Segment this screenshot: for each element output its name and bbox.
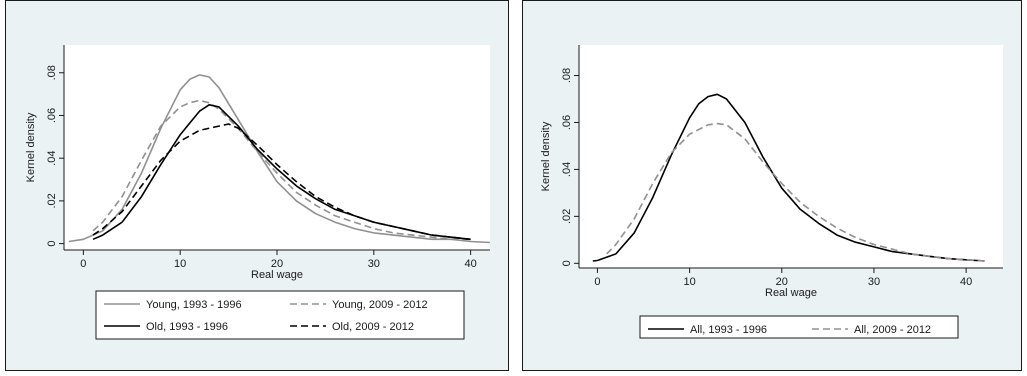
y-tick-label: 0 [561,260,573,266]
y-tick-label: .02 [561,209,573,224]
x-axis-title: Real wage [765,287,817,299]
x-tick-label: 0 [80,258,86,270]
series-line-young-1993-1996 [68,74,491,244]
y-tick-label: .04 [46,151,58,166]
y-axis-title: Kernel density [25,112,37,182]
x-tick-label: 20 [776,276,788,288]
x-tick-label: 20 [271,258,283,270]
x-axis-title: Real wage [251,269,303,281]
x-tick-label: 40 [465,258,477,270]
plot-area [64,45,490,250]
x-tick-label: 0 [594,276,600,288]
series-line-old-2009-2012 [92,123,471,241]
legend-box [95,290,465,340]
y-tick-label: 0 [46,241,58,247]
x-tick-label: 30 [368,258,380,270]
legend-label: Old, 1993 - 1996 [146,321,228,333]
chart-panel-left: 0 .02 .04 .06 .08 0 10 20 30 40 Real wage Kernel de… [5,0,509,371]
legend-label: All, 2009 - 2012 [854,324,931,336]
y-tick-label: .06 [561,115,573,130]
plot-area [579,45,1003,268]
legend-label: Young, 1993 - 1996 [146,299,242,311]
y-axis-title: Kernel density [540,121,552,191]
x-tick-label: 10 [174,258,186,270]
y-tick-label: .04 [561,162,573,177]
y-tick-label: .06 [46,108,58,123]
y-tick-label: .08 [46,65,58,80]
x-tick-label: 40 [960,276,972,288]
series-line-all-2009-2012 [606,122,985,262]
y-tick-label: .02 [46,193,58,208]
legend-label: Young, 2009 - 2012 [332,299,428,311]
x-tick-label: 30 [868,276,880,288]
legend-label: All, 1993 - 1996 [690,324,767,336]
kernel-density-chart-by-age: 0 .02 .04 .06 .08 0 10 20 30 40 Real wage Kernel de… [25,45,491,340]
y-tick-label: .08 [561,68,573,83]
series-line-young-2009-2012 [92,99,471,241]
chart-panel-right: 0 .02 .04 .06 .08 0 10 20 30 40 Real wage Kernel de… [522,0,1022,371]
legend-box [639,315,959,339]
x-tick-label: 10 [683,276,695,288]
legend-label: Old, 2009 - 2012 [332,321,414,333]
series-line-all-1993-1996 [592,93,985,262]
kernel-density-chart-all: 0 .02 .04 .06 .08 0 10 20 30 40 Real wage Kernel de… [540,45,1003,339]
